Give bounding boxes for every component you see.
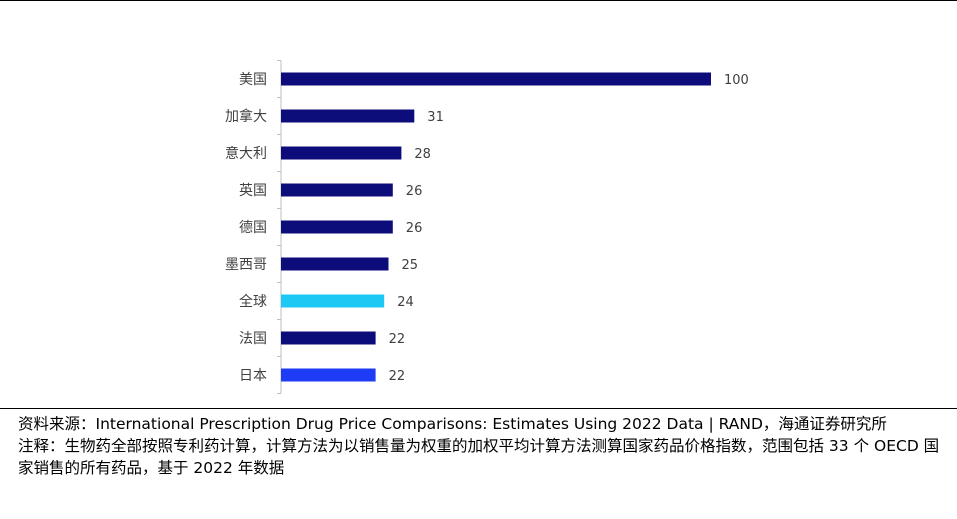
bar bbox=[281, 294, 385, 308]
data-label: 24 bbox=[397, 295, 414, 310]
bar bbox=[281, 331, 376, 345]
category-label: 墨西哥 bbox=[225, 257, 267, 273]
category-label: 德国 bbox=[239, 220, 267, 236]
bar bbox=[281, 72, 711, 86]
bar bbox=[281, 368, 376, 382]
category-label: 法国 bbox=[239, 331, 267, 347]
bottom-rule bbox=[0, 408, 957, 409]
category-label: 全球 bbox=[239, 293, 267, 310]
data-label: 26 bbox=[406, 221, 423, 236]
data-label: 22 bbox=[389, 369, 406, 384]
method-note: 注释：生物药全部按照专利药计算，计算方法为以销售量为权重的加权平均计算方法测算国… bbox=[18, 437, 940, 477]
data-label: 31 bbox=[427, 110, 444, 125]
bar bbox=[281, 220, 393, 234]
category-label: 日本 bbox=[239, 368, 267, 384]
category-label: 加拿大 bbox=[225, 108, 267, 125]
bar bbox=[281, 109, 415, 123]
data-label: 22 bbox=[389, 332, 406, 347]
bar bbox=[281, 146, 402, 160]
data-label: 100 bbox=[724, 73, 749, 88]
category-label: 意大利 bbox=[225, 145, 267, 162]
top-rule bbox=[0, 0, 957, 1]
notes-block: 资料来源：International Prescription Drug Pri… bbox=[18, 413, 943, 479]
bar bbox=[281, 183, 393, 197]
data-label: 28 bbox=[414, 147, 431, 162]
bar-chart: 美国 100 加拿大 31 意大利 28 英国 26 德国 26 墨西哥 25 全球 24 法国 22 日本 22 bbox=[225, 60, 749, 394]
bar bbox=[281, 257, 389, 271]
category-label: 英国 bbox=[239, 182, 267, 199]
category-label: 美国 bbox=[239, 72, 267, 88]
data-label: 25 bbox=[402, 258, 419, 273]
source-note: 资料来源：International Prescription Drug Pri… bbox=[18, 415, 887, 433]
data-label: 26 bbox=[406, 184, 423, 199]
